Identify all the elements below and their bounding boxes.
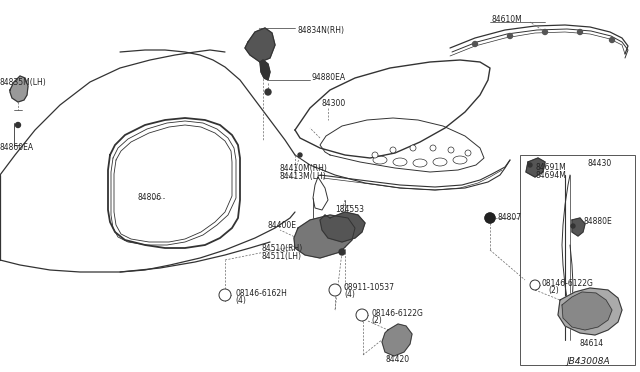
Text: 08911-10537: 08911-10537 [344, 282, 395, 292]
Circle shape [571, 224, 575, 228]
Polygon shape [558, 288, 622, 335]
Text: 84413M(LH): 84413M(LH) [280, 171, 327, 180]
Circle shape [15, 122, 20, 128]
Circle shape [448, 147, 454, 153]
Text: 84420: 84420 [385, 356, 409, 365]
Circle shape [528, 163, 532, 167]
Circle shape [329, 284, 341, 296]
Text: (2): (2) [371, 317, 381, 326]
Text: 84834N(RH): 84834N(RH) [298, 26, 345, 35]
Text: 84410M(RH): 84410M(RH) [280, 164, 328, 173]
Text: 08146-6122G: 08146-6122G [371, 308, 423, 317]
Text: 84880E: 84880E [584, 218, 612, 227]
Text: 84860EA: 84860EA [0, 144, 34, 153]
Text: 84511(LH): 84511(LH) [262, 251, 302, 260]
Circle shape [609, 38, 614, 42]
Circle shape [265, 89, 271, 95]
Text: 84807: 84807 [498, 214, 522, 222]
Circle shape [530, 280, 540, 290]
Polygon shape [260, 60, 270, 80]
Text: 84694M: 84694M [535, 171, 566, 180]
Circle shape [485, 213, 495, 223]
Bar [520, 155, 635, 365]
Circle shape [543, 29, 547, 35]
Circle shape [356, 309, 368, 321]
Polygon shape [10, 76, 28, 102]
Text: 84806: 84806 [138, 193, 162, 202]
Text: 84691M: 84691M [535, 164, 566, 173]
Text: 94880EA: 94880EA [312, 74, 346, 83]
Circle shape [339, 249, 345, 255]
Circle shape [465, 150, 471, 156]
Text: 84835M(LH): 84835M(LH) [0, 77, 47, 87]
Circle shape [298, 153, 302, 157]
Polygon shape [245, 28, 275, 62]
Text: 84300: 84300 [322, 99, 346, 108]
Text: 84510(RH): 84510(RH) [262, 244, 303, 253]
Circle shape [410, 145, 416, 151]
Circle shape [485, 213, 495, 223]
Text: 84614: 84614 [580, 340, 604, 349]
Text: (4): (4) [344, 291, 355, 299]
Circle shape [472, 42, 477, 46]
Text: N: N [332, 288, 338, 292]
Text: 84400E: 84400E [267, 221, 296, 230]
Circle shape [577, 29, 582, 35]
Polygon shape [526, 158, 545, 177]
Circle shape [508, 33, 513, 38]
Text: 184553: 184553 [335, 205, 364, 215]
Circle shape [390, 147, 396, 153]
Text: (2): (2) [548, 286, 559, 295]
Circle shape [430, 145, 436, 151]
Polygon shape [294, 215, 355, 258]
Text: JB43008A: JB43008A [566, 357, 610, 366]
Polygon shape [572, 218, 585, 236]
Polygon shape [382, 324, 412, 356]
Text: 08146-6122G: 08146-6122G [542, 279, 594, 288]
Polygon shape [320, 212, 365, 242]
Circle shape [219, 289, 231, 301]
Text: 84610M: 84610M [492, 16, 523, 25]
Polygon shape [562, 292, 612, 330]
Text: 08146-6162H: 08146-6162H [235, 289, 287, 298]
Circle shape [372, 152, 378, 158]
Text: 84430: 84430 [588, 158, 612, 167]
Text: (4): (4) [235, 295, 246, 305]
